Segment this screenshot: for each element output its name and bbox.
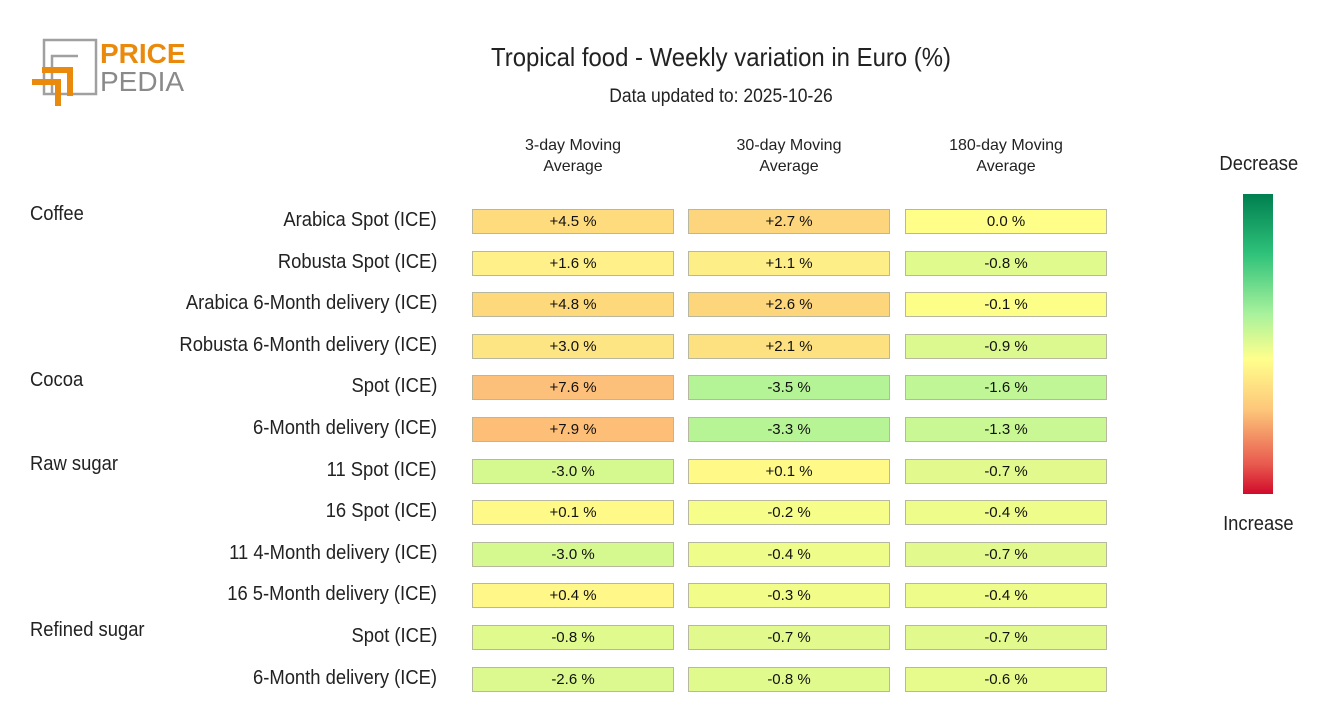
value-cell: -0.6 % [905,666,1107,692]
value-cell: +0.4 % [472,583,674,609]
row-label: 16 5-Month delivery (ICE) [227,583,437,606]
value-cell: -1.6 % [905,375,1107,401]
row-label: 11 Spot (ICE) [326,458,437,481]
group-label: Coffee [30,203,84,225]
value-cell: -2.6 % [472,666,674,692]
value-cell: -0.8 % [688,666,890,692]
value-cell: +2.6 % [688,292,890,318]
value-cell: +2.1 % [688,333,890,359]
value-cell: -3.3 % [688,417,890,442]
value-cell: 0.0 % [905,209,1107,234]
value-cell: +1.6 % [472,250,674,276]
row-label: 11 4-Month delivery (ICE) [228,541,437,564]
value-cell: +4.5 % [472,209,674,234]
column-header-3day: 3-day Moving Average [524,137,622,175]
value-cell: -3.0 % [472,541,674,567]
logo-text-pedia: PEDIA [100,66,185,97]
chart-subtitle: Data updated to: 2025-10-26 [609,86,833,107]
value-cell: -0.7 % [905,625,1107,650]
logo-text-price: PRICE [100,38,186,69]
value-cell: -0.7 % [905,458,1107,484]
row-label: Spot (ICE) [351,625,437,647]
row-label: Robusta 6-Month delivery (ICE) [179,333,437,356]
value-cell: -0.8 % [472,625,674,650]
value-cell: -0.1 % [905,292,1107,318]
column-header-180day: 180-day Moving Average [949,137,1063,175]
value-cell: +7.6 % [472,375,674,401]
value-cell: -3.0 % [472,458,674,484]
row-label: Arabica 6-Month delivery (ICE) [185,292,437,315]
value-cell: +0.1 % [472,500,674,526]
value-cell: -0.8 % [905,250,1107,276]
value-cell: +4.8 % [472,292,674,318]
row-label: 6-Month delivery (ICE) [252,417,437,439]
group-label: Cocoa [30,369,84,392]
value-cell: -0.4 % [688,541,890,567]
colorbar-top-label: Decrease [1219,153,1299,175]
logo-mark-icon [32,38,98,106]
value-cell: -0.9 % [905,333,1107,359]
colorbar-bottom-label: Increase [1223,513,1294,535]
chart-title: Tropical food - Weekly variation in Euro… [491,42,951,72]
value-cell: -0.2 % [688,500,890,526]
group-label: Refined sugar [30,619,145,641]
value-cell: -0.4 % [905,500,1107,526]
value-cell: -0.7 % [905,541,1107,567]
value-cell: +1.1 % [688,250,890,276]
row-label: Spot (ICE) [351,375,437,398]
value-cell: +7.9 % [472,417,674,442]
value-cell: +3.0 % [472,333,674,359]
pricepedia-logo: PRICE PEDIA [30,38,190,110]
value-cell: -0.3 % [688,583,890,609]
row-label: 16 Spot (ICE) [325,500,437,523]
value-cell: -0.7 % [688,625,890,650]
color-scale-bar [1243,194,1273,494]
group-label: Raw sugar [30,452,118,475]
value-cell: +0.1 % [688,458,890,484]
column-header-30day: 30-day Moving Average [736,137,842,175]
value-cell: +2.7 % [688,209,890,234]
value-cell: -3.5 % [688,375,890,401]
value-cell: -0.4 % [905,583,1107,609]
value-cell: -1.3 % [905,417,1107,442]
row-label: Robusta Spot (ICE) [277,250,437,273]
row-label: 6-Month delivery (ICE) [252,666,437,689]
row-label: Arabica Spot (ICE) [283,209,437,231]
